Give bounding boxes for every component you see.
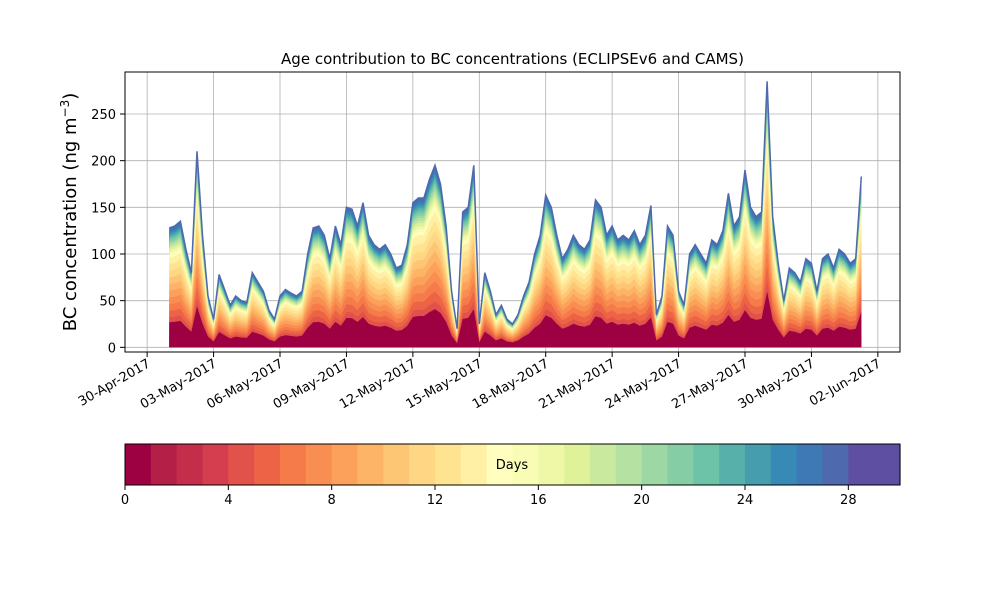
colorbar-tick-label: 28 [840,493,857,508]
colorbar-tick-label: 16 [530,493,547,508]
colorbar-cell [512,444,539,485]
colorbar-cell [435,444,462,485]
colorbar-cell [357,444,384,485]
colorbar-cell [564,444,591,485]
colorbar-tick-label: 24 [737,493,754,508]
colorbar-cell [331,444,359,485]
y-axis-label: BC concentration (ng m−3) [58,93,81,332]
total-line [169,81,863,329]
y-tick-label: 50 [99,295,116,310]
y-tick-label: 0 [108,341,116,356]
colorbar-cell [667,444,694,485]
colorbar-cell [615,444,643,485]
colorbar-frame [124,443,901,486]
colorbar-cell [770,444,798,485]
y-tick-label: 250 [91,108,116,123]
y-tick-label: 150 [91,201,116,216]
axes-frame [124,71,901,353]
y-tick-label: 200 [91,155,116,170]
colorbar-cell [409,444,436,485]
colorbar-cell [848,444,875,485]
age-layer-0 [169,291,862,348]
colorbar-cell [745,444,772,485]
y-tick-label: 100 [91,248,116,263]
colorbar-tick-label: 8 [328,493,336,508]
colorbar-cell [460,444,488,485]
colorbar-cell [486,444,514,485]
colorbar-tick-label: 20 [633,493,650,508]
colorbar-tick-label: 12 [427,493,444,508]
colorbar-cell [254,444,281,485]
colorbar-cell [176,444,204,485]
colorbar-tick-label: 0 [121,493,129,508]
colorbar-cell [641,444,669,485]
y-axis-label-main: BC concentration (ng m [60,117,81,331]
colorbar-cell [796,444,824,485]
y-axis-label-superscript: −3 [58,100,72,118]
colorbar: 0 4 8 12 16 20 24 28 [121,443,901,508]
colorbar-cell [693,444,720,485]
colorbar-cell [719,444,746,485]
colorbar-cell [590,444,617,485]
plot-area: 30-Apr-201703-May-201706-May-201709-May-… [76,71,901,412]
colorbar-cell [874,444,901,485]
y-axis-label-close: ) [60,93,81,100]
colorbar-cell [280,444,307,485]
colorbar-label: Days [496,458,529,473]
colorbar-cell [202,444,229,485]
colorbar-cell [125,444,152,485]
colorbar-cell [383,444,410,485]
colorbar-cell [822,444,849,485]
colorbar-cell [150,444,178,485]
colorbar-tick-label: 4 [224,493,232,508]
colorbar-cell [538,444,565,485]
colorbar-cell [305,444,333,485]
colorbar-cell [228,444,255,485]
chart-title: Age contribution to BC concentrations (E… [281,50,744,68]
